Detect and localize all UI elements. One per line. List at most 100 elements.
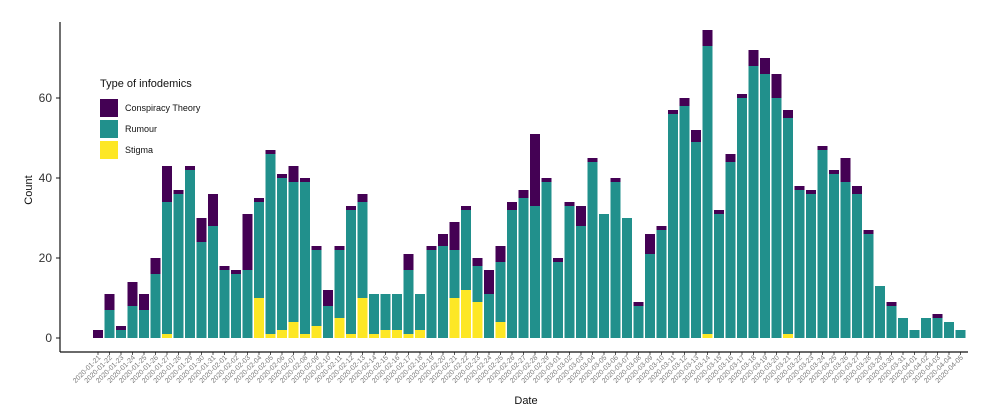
bar-rumour: [127, 306, 138, 338]
bar-rumour: [587, 162, 598, 338]
bar-rumour: [909, 330, 920, 338]
bar-rumour: [495, 262, 506, 322]
bar-rumour: [185, 170, 195, 338]
bar-conspiracy-theory: [484, 270, 494, 294]
bar-conspiracy-theory: [346, 206, 356, 210]
bar-rumour: [472, 266, 483, 302]
bar-rumour: [840, 182, 851, 338]
bar-conspiracy-theory: [645, 234, 655, 254]
bar-rumour: [645, 254, 655, 338]
x-axis-ticks: 2020-01-212020-01-222020-01-232020-01-24…: [72, 352, 965, 385]
y-tick-label: 60: [39, 91, 53, 105]
bar-conspiracy-theory: [794, 186, 805, 190]
bar-conspiracy-theory: [702, 30, 713, 46]
bar-stigma: [472, 302, 483, 338]
bar-conspiracy-theory: [162, 166, 172, 202]
bar-conspiracy-theory: [656, 226, 667, 230]
bar-conspiracy-theory: [334, 246, 345, 250]
bar-rumour: [599, 214, 609, 338]
bar-conspiracy-theory: [863, 230, 874, 234]
bar-conspiracy-theory: [323, 290, 333, 306]
bar-rumour: [104, 310, 115, 338]
bar-rumour: [886, 306, 897, 338]
bar-conspiracy-theory: [507, 202, 517, 210]
bar-rumour: [507, 210, 517, 338]
bar-rumour: [300, 182, 310, 334]
bar-rumour: [553, 262, 563, 338]
bar-rumour: [311, 250, 322, 326]
legend-label: Rumour: [125, 124, 158, 134]
legend-label: Stigma: [125, 145, 154, 155]
bar-stigma: [300, 334, 310, 338]
bar-rumour: [231, 274, 241, 338]
bar-stigma: [449, 298, 460, 338]
bar-stigma: [783, 334, 793, 338]
bar-conspiracy-theory: [518, 190, 529, 198]
bar-conspiracy-theory: [633, 302, 644, 306]
bar-rumour: [863, 234, 874, 338]
bar-conspiracy-theory: [771, 74, 782, 98]
bar-conspiracy-theory: [185, 166, 195, 170]
bar-conspiracy-theory: [679, 98, 690, 106]
bar-conspiracy-theory: [541, 178, 552, 182]
legend-title: Type of infodemics: [100, 78, 192, 90]
bar-rumour: [461, 210, 471, 290]
bar-stigma: [495, 322, 506, 338]
bar-stigma: [461, 290, 471, 338]
bar-conspiracy-theory: [829, 170, 839, 174]
bar-conspiracy-theory: [438, 234, 448, 246]
legend-item-stigma: Stigma: [100, 140, 200, 160]
bar-rumour: [691, 142, 701, 338]
bar-conspiracy-theory: [714, 210, 724, 214]
bar-rumour: [346, 210, 356, 334]
bar-rumour: [323, 306, 333, 338]
bar-rumour: [944, 322, 954, 338]
bar-stigma: [702, 334, 713, 338]
bar-rumour: [415, 294, 425, 330]
bar-rumour: [576, 226, 586, 338]
bar-conspiracy-theory: [806, 190, 816, 194]
bar-conspiracy-theory: [116, 326, 126, 330]
bar-stigma: [369, 334, 379, 338]
bar-rumour: [277, 178, 287, 330]
bar-conspiracy-theory: [553, 258, 563, 262]
bar-conspiracy-theory: [886, 302, 897, 306]
bar-rumour: [392, 294, 402, 330]
bar-rumour: [357, 202, 368, 298]
bar-rumour: [265, 154, 276, 334]
bar-stigma: [346, 334, 356, 338]
legend-swatch-stigma: [100, 141, 118, 159]
bar-conspiracy-theory: [104, 294, 115, 310]
bar-stigma: [334, 318, 345, 338]
bar-conspiracy-theory: [748, 50, 759, 66]
y-tick-label: 20: [39, 251, 53, 265]
legend-label: Conspiracy Theory: [125, 103, 201, 113]
legend-swatch-rumour: [100, 120, 118, 138]
y-axis-title: Count: [23, 175, 35, 204]
bar-conspiracy-theory: [564, 202, 575, 206]
bar-rumour: [208, 226, 218, 338]
bar-stigma: [392, 330, 402, 338]
bar-stigma: [380, 330, 391, 338]
bar-conspiracy-theory: [449, 222, 460, 250]
bar-rumour: [737, 98, 747, 338]
bar-rumour: [380, 294, 391, 330]
bar-conspiracy-theory: [852, 186, 862, 194]
bar-conspiracy-theory: [576, 206, 586, 226]
bar-conspiracy-theory: [242, 214, 253, 270]
bar-rumour: [875, 286, 885, 338]
bar-conspiracy-theory: [495, 246, 506, 262]
bar-rumour: [771, 98, 782, 338]
bar-rumour: [852, 194, 862, 338]
bar-rumour: [955, 330, 966, 338]
bar-conspiracy-theory: [265, 150, 276, 154]
bar-conspiracy-theory: [127, 282, 138, 306]
bar-conspiracy-theory: [219, 266, 230, 270]
bar-stigma: [415, 330, 425, 338]
bar-conspiracy-theory: [783, 110, 793, 118]
bar-rumour: [806, 194, 816, 338]
bar-rumour: [518, 198, 529, 338]
bar-rumour: [242, 270, 253, 338]
bar-stigma: [403, 334, 414, 338]
bar-conspiracy-theory: [461, 206, 471, 210]
